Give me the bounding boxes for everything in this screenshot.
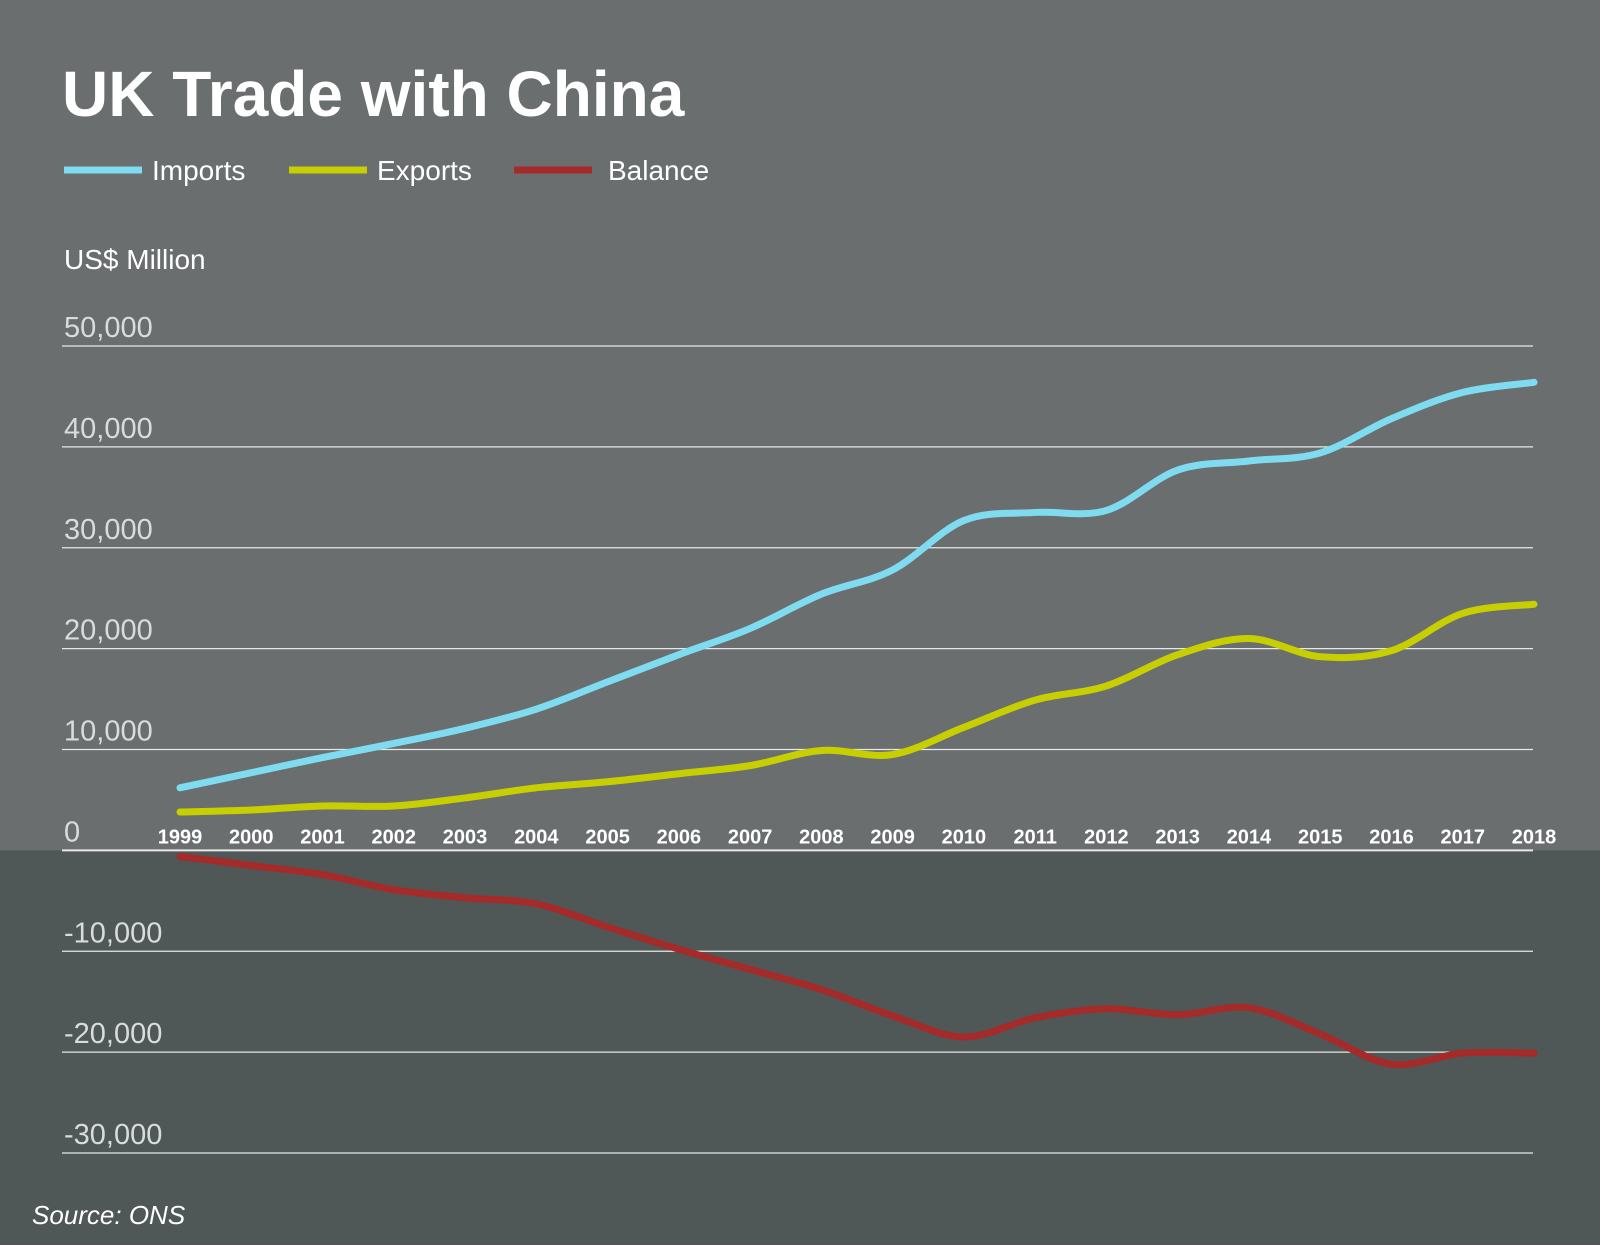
x-tick-label: 2012 (1084, 826, 1129, 848)
y-tick-label: 40,000 (64, 413, 153, 445)
y-tick-label: -30,000 (64, 1119, 162, 1151)
x-tick-label: 2014 (1227, 826, 1272, 848)
series-lines (176, 378, 1538, 1069)
x-axis-ticks: 1999 2000 2001 2002 2003 2004 2005 2006 2007 2008… (158, 826, 1557, 848)
y-tick-label: 50,000 (64, 312, 153, 344)
x-tick-label: 2005 (585, 826, 630, 848)
legend-item-exports: Exports (289, 155, 472, 186)
legend-item-imports: Imports (64, 155, 245, 186)
x-tick-label: 2003 (443, 826, 488, 848)
x-tick-label: 2007 (728, 826, 773, 848)
y-tick-label: 20,000 (64, 615, 153, 647)
y-axis-ticks: 50,000 40,000 30,000 20,000 10,000 0 -10,000 -2… (64, 312, 162, 1151)
x-tick-label: 2016 (1369, 826, 1414, 848)
source-note: Source: ONS (32, 1200, 186, 1230)
x-tick-label: 2011 (1013, 826, 1056, 848)
y-tick-label: -20,000 (64, 1018, 162, 1050)
y-tick-label: 30,000 (64, 514, 153, 546)
x-tick-label: 2004 (514, 826, 559, 848)
series-line-imports (176, 378, 1538, 792)
series-line-exports (176, 600, 1538, 816)
background-negative-region (0, 850, 1600, 1245)
x-tick-label: 1999 (158, 826, 203, 848)
x-tick-label: 2002 (372, 826, 417, 848)
legend-item-balance: Balance (514, 155, 709, 186)
y-tick-label: 10,000 (64, 716, 153, 748)
series-line-balance (176, 852, 1538, 1069)
x-tick-label: 2009 (870, 826, 915, 848)
legend-label: Balance (608, 155, 709, 186)
x-tick-label: 2013 (1155, 826, 1200, 848)
legend: Imports Exports Balance (64, 155, 709, 186)
chart-title: UK Trade with China (62, 58, 685, 130)
gridlines (62, 345, 1533, 1154)
legend-label: Exports (377, 155, 472, 186)
x-tick-label: 2001 (300, 826, 345, 848)
x-tick-label: 2008 (799, 826, 844, 848)
x-tick-label: 2017 (1440, 826, 1485, 848)
y-tick-label: 0 (64, 816, 80, 848)
x-tick-label: 2006 (657, 826, 702, 848)
x-tick-label: 2010 (942, 826, 987, 848)
x-tick-label: 2000 (229, 826, 274, 848)
y-tick-label: -10,000 (64, 917, 162, 949)
x-tick-label: 2018 (1512, 826, 1557, 848)
x-tick-label: 2015 (1298, 826, 1343, 848)
y-axis-label: US$ Million (64, 244, 206, 275)
legend-label: Imports (152, 155, 245, 186)
